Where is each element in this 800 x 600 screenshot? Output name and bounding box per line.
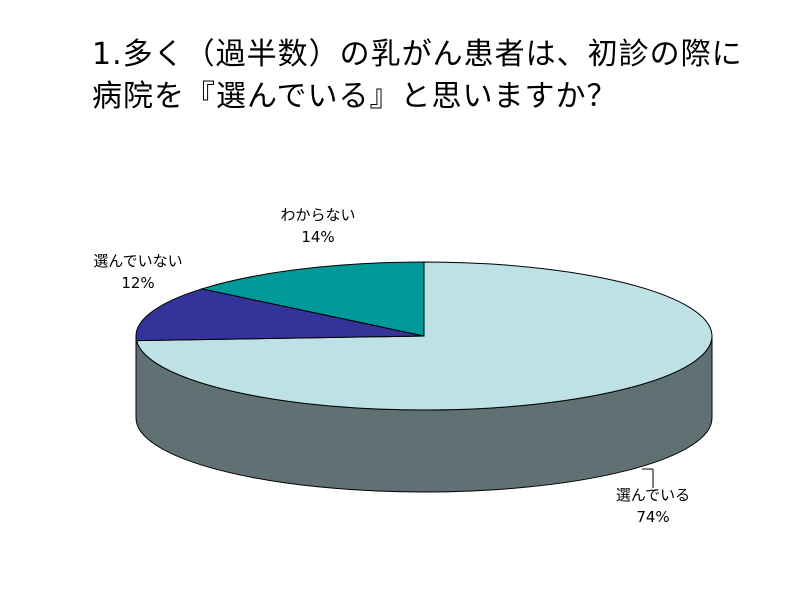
pie-top-group	[135, 261, 713, 411]
chart-title: 1.多く（過半数）の乳がん患者は、初診の際に 病院を『選んでいる』と思いますか？	[92, 34, 772, 118]
pie-slice-1	[135, 288, 425, 342]
pie-slice-2	[200, 261, 425, 337]
slice-label-2: わからない	[280, 206, 355, 224]
slice-percent-1: 12%	[121, 274, 154, 292]
title-line-2: 病院を『選んでいる』と思いますか？	[92, 79, 618, 114]
pie-label-group: 選んでいる 74% 選んでいない 12% わからない 14%	[93, 206, 690, 526]
title-line-1: 1.多く（過半数）の乳がん患者は、初診の際に	[92, 37, 743, 72]
slice-label-1: 選んでいない	[93, 252, 182, 270]
slice-percent-2: 14%	[301, 228, 334, 246]
slice-percent-0: 74%	[636, 508, 669, 526]
slice-label-0: 選んでいる	[616, 486, 690, 504]
